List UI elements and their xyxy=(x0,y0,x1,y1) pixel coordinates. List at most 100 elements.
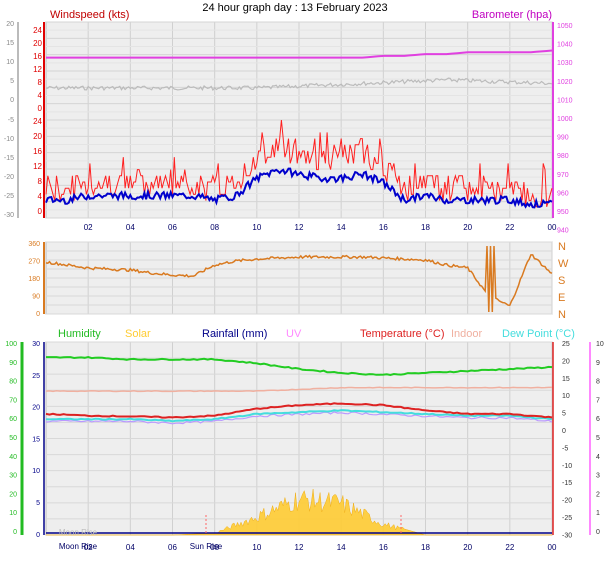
temp-tick: 0 xyxy=(562,428,566,435)
grey-tick: -30 xyxy=(4,212,14,219)
astro-events: Moon Rise Moon Rise Sun Rise xyxy=(59,515,402,551)
wind-tick: 8 xyxy=(38,78,43,87)
wind-tick: 16 xyxy=(33,52,42,61)
x-tick: 14 xyxy=(337,543,346,552)
grey-tick: -25 xyxy=(4,193,14,200)
x-tick: 16 xyxy=(379,543,388,552)
x-tick: 12 xyxy=(295,223,304,232)
moon-set-label: Moon Rise xyxy=(59,528,98,537)
x-tick: 10 xyxy=(252,543,261,552)
x-tick: 14 xyxy=(337,223,346,232)
grey-tick: 0 xyxy=(10,97,14,104)
x-tick: 12 xyxy=(295,543,304,552)
direction-tick: 360 xyxy=(28,241,40,248)
baro-tick: 1020 xyxy=(557,79,573,86)
baro-tick: 1050 xyxy=(557,23,573,30)
x-tick: 04 xyxy=(126,223,135,232)
uv-tick: 3 xyxy=(596,473,600,480)
temp-tick: -20 xyxy=(562,498,572,505)
temp-tick: -25 xyxy=(562,515,572,522)
temp-tick: 5 xyxy=(562,411,566,418)
baro-tick: 970 xyxy=(557,172,569,179)
wind-tick: 0 xyxy=(38,207,43,216)
uv-tick: 6 xyxy=(596,416,600,423)
humidity-tick: 50 xyxy=(9,435,17,442)
legend-item: UV xyxy=(286,328,302,340)
temp-tick: 25 xyxy=(562,341,570,348)
wind-series xyxy=(45,49,553,209)
baro-tick: 1040 xyxy=(557,42,573,49)
rain-tick: 15 xyxy=(32,436,40,443)
wind-tick: 4 xyxy=(38,91,43,100)
direction-grid xyxy=(46,241,553,315)
direction-tick: 270 xyxy=(28,259,40,266)
wind-tick: 8 xyxy=(38,177,43,186)
x-tick: 22 xyxy=(505,543,514,552)
x-tick: 00 xyxy=(548,543,557,552)
compass-label: S xyxy=(558,275,565,287)
grey-tick: -5 xyxy=(8,117,14,124)
x-tick: 08 xyxy=(210,223,219,232)
wind-panel: Windspeed (kts) Barometer (hpa) 24 20 16 12… xyxy=(4,9,573,235)
uv-tick: 7 xyxy=(596,397,600,404)
temp-tick: -30 xyxy=(562,532,572,539)
legend-item: Solar xyxy=(125,328,151,340)
compass-label: W xyxy=(558,258,569,270)
humidity-tick: 20 xyxy=(9,491,17,498)
temperature-line xyxy=(45,402,553,419)
grey-tick: 20 xyxy=(6,21,14,28)
wind-tick: 24 xyxy=(33,26,42,35)
compass-label: N xyxy=(558,309,566,321)
dewpoint-line xyxy=(45,409,553,423)
humidity-tick: 40 xyxy=(9,454,17,461)
humidity-tick: 10 xyxy=(9,510,17,517)
rain-tick: 0 xyxy=(36,532,40,539)
direction-tick: 90 xyxy=(32,294,40,301)
rain-tick: 30 xyxy=(32,341,40,348)
x-tick: 22 xyxy=(505,223,514,232)
atmos-axes: 1009080706050403020100302520151050252015… xyxy=(5,341,604,539)
uv-tick: 9 xyxy=(596,360,600,367)
chart-title: 24 hour graph day : 13 February 2023 xyxy=(202,2,387,14)
rain-tick: 10 xyxy=(32,468,40,475)
x-tick: 06 xyxy=(168,543,177,552)
wind-tick: 4 xyxy=(38,192,43,201)
x-tick: 10 xyxy=(252,223,261,232)
uv-tick: 2 xyxy=(596,491,600,498)
direction-tick: 0 xyxy=(36,311,40,318)
barometer-line xyxy=(46,49,553,59)
direction-tick: 180 xyxy=(28,276,40,283)
atmos-legend: Humidity Solar Rainfall (mm) UV Temperature … xyxy=(58,328,575,340)
wind-tick: 0 xyxy=(38,104,43,113)
direction-series xyxy=(45,245,553,313)
grey-tick: 5 xyxy=(10,78,14,85)
baro-tick: 990 xyxy=(557,135,569,142)
uv-tick: 4 xyxy=(596,454,600,461)
x-tick: 00 xyxy=(548,223,557,232)
legend-item: Temperature (°C) xyxy=(360,328,444,340)
x-tick: 08 xyxy=(210,543,219,552)
rain-tick: 25 xyxy=(32,373,40,380)
wind-tick: 20 xyxy=(33,132,42,141)
wind-tick: 24 xyxy=(33,117,42,126)
wind-right-label: Barometer (hpa) xyxy=(472,9,552,21)
temp-tick: -10 xyxy=(562,463,572,470)
windgust-line xyxy=(45,119,553,208)
wind-tick: 16 xyxy=(33,147,42,156)
humidity-tick: 30 xyxy=(9,473,17,480)
baro-tick: 980 xyxy=(557,153,569,160)
grey-tick: -10 xyxy=(4,136,14,143)
atmos-series xyxy=(45,355,553,536)
grey-tick: -20 xyxy=(4,174,14,181)
uv-tick: 1 xyxy=(596,510,600,517)
wind-left-axis: 24 20 16 12 8 4 0 20 15 10 5 0 -5 -10 -15 -20 -25 -30 24 20… xyxy=(4,21,45,219)
temp-tick: 10 xyxy=(562,393,570,400)
temp-tick: -5 xyxy=(562,445,568,452)
baro-right-axis: 1050 1040 1030 1020 1010 1000 990 980 970 960 950 9… xyxy=(552,22,573,235)
x-tick: 20 xyxy=(463,223,472,232)
rain-tick: 5 xyxy=(36,500,40,507)
rain-tick: 20 xyxy=(32,405,40,412)
humidity-tick: 100 xyxy=(5,341,17,348)
